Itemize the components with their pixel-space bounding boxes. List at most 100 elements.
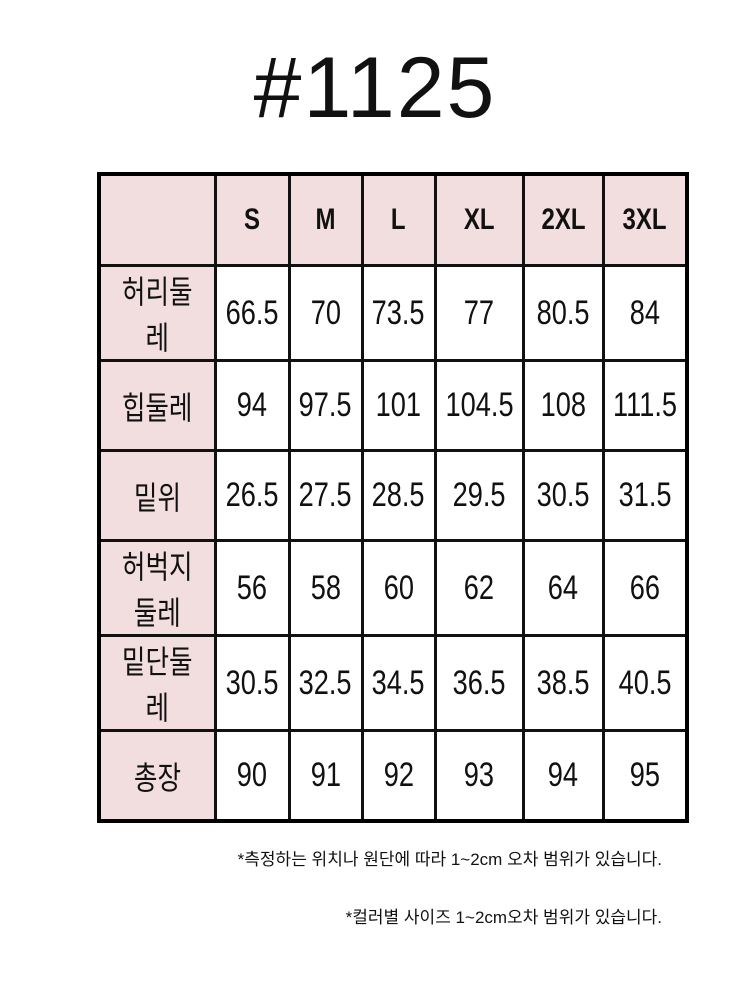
measurement-value-cell: 84: [601, 264, 689, 362]
measurement-value-cell: 56: [213, 539, 291, 637]
measurement-value: 93: [463, 756, 495, 794]
size-label: 3XL: [622, 203, 667, 236]
measurement-value: 40.5: [618, 663, 672, 702]
measurement-value: 32.5: [299, 663, 352, 702]
measurement-value: 26.5: [225, 476, 279, 514]
measurement-value: 104.5: [445, 386, 514, 424]
measurement-value-cell: 111.5: [601, 359, 689, 452]
measurement-value: 95: [629, 756, 660, 794]
measurement-label: 밑위: [97, 449, 217, 542]
measurement-value: 84: [629, 293, 660, 332]
measurement-value: 60: [383, 568, 414, 607]
table-row: 밑위 26.5 27.5 28.5 29.5 30.5 31.5: [97, 449, 689, 542]
table-row: 허벅지둘레 56 58 60 62 64 66: [97, 539, 689, 637]
size-label: S: [243, 203, 260, 236]
measurement-value-cell: 62: [433, 539, 525, 637]
measurement-value: 62: [463, 568, 495, 607]
measurement-value: 36.5: [452, 663, 506, 702]
size-label: 2XL: [541, 203, 586, 236]
measurement-value-cell: 94: [213, 359, 291, 452]
measurement-label: 허리둘레: [97, 264, 217, 362]
measurement-value-cell: 31.5: [601, 449, 689, 542]
measurement-value: 94: [547, 756, 579, 794]
size-label: L: [391, 203, 406, 236]
measurement-value: 27.5: [299, 476, 352, 514]
measurement-value-cell: 101: [360, 359, 437, 452]
measurement-label-text: 허벅지둘레: [121, 549, 193, 631]
table-row: 허리둘레 66.5 70 73.5 77 80.5 84: [97, 264, 689, 362]
measurement-value-cell: 73.5: [360, 264, 437, 362]
measurement-label-text: 힙둘레: [121, 389, 193, 426]
color-variance-note: *컬러별 사이즈 1~2cm오차 범위가 있습니다.: [345, 908, 662, 927]
measurement-value: 108: [540, 386, 586, 424]
measurement-value-cell: 90: [213, 729, 291, 823]
size-header-cell: XL: [433, 172, 525, 267]
table-row: 총장 90 91 92 93 94 95: [97, 729, 689, 823]
size-chart-table: S M L XL 2XL 3XL 허리둘레 66.5 70 73.5 77 80.5 84 힙둘레 94 97…: [97, 172, 689, 823]
measurement-label: 힙둘레: [97, 359, 217, 452]
measurement-value: 64: [547, 568, 579, 607]
measurement-value-cell: 34.5: [360, 634, 437, 732]
measurement-value-cell: 40.5: [601, 634, 689, 732]
product-code-title: #1125: [253, 40, 497, 136]
measurement-value: 70: [310, 293, 341, 332]
measurement-value-cell: 95: [601, 729, 689, 823]
measurement-note: *측정하는 위치나 원단에 따라 1~2cm 오차 범위가 있습니다.: [237, 850, 662, 869]
measurement-value: 91: [310, 756, 341, 794]
measurement-label-text: 허리둘레: [121, 274, 193, 356]
size-header-cell: 3XL: [601, 172, 689, 267]
size-label: M: [315, 203, 336, 236]
size-header-cell: M: [287, 172, 364, 267]
header-corner-cell: [97, 172, 217, 267]
measurement-value: 73.5: [372, 293, 425, 332]
measurement-value: 97.5: [299, 386, 352, 424]
size-header-cell: 2XL: [521, 172, 605, 267]
measurement-value-cell: 66.5: [213, 264, 291, 362]
measurement-value-cell: 93: [433, 729, 525, 823]
measurement-value-cell: 94: [521, 729, 605, 823]
measurement-value: 94: [236, 386, 268, 424]
measurement-value: 111.5: [612, 386, 677, 424]
measurement-value-cell: 38.5: [521, 634, 605, 732]
measurement-value: 58: [310, 568, 341, 607]
measurement-value-cell: 104.5: [433, 359, 525, 452]
measurement-value: 31.5: [618, 476, 672, 514]
measurement-value-cell: 58: [287, 539, 364, 637]
measurement-value-cell: 28.5: [360, 449, 437, 542]
measurement-value-cell: 29.5: [433, 449, 525, 542]
measurement-label-text: 밑위: [133, 479, 181, 516]
measurement-label: 밑단둘레: [97, 634, 217, 732]
size-header-cell: L: [360, 172, 437, 267]
measurement-value-cell: 26.5: [213, 449, 291, 542]
measurement-value-cell: 70: [287, 264, 364, 362]
measurement-value: 77: [463, 293, 495, 332]
measurement-value-cell: 64: [521, 539, 605, 637]
measurement-value: 80.5: [536, 293, 590, 332]
measurement-value: 56: [236, 568, 268, 607]
size-header-cell: S: [213, 172, 291, 267]
measurement-value: 34.5: [372, 663, 425, 702]
measurement-value: 92: [383, 756, 414, 794]
measurement-value: 30.5: [536, 476, 590, 514]
measurement-value-cell: 97.5: [287, 359, 364, 452]
measurement-value-cell: 80.5: [521, 264, 605, 362]
measurement-value-cell: 27.5: [287, 449, 364, 542]
measurement-value: 28.5: [372, 476, 425, 514]
measurement-value: 30.5: [225, 663, 279, 702]
measurement-value-cell: 77: [433, 264, 525, 362]
size-label: XL: [463, 203, 495, 236]
measurement-value: 66.5: [225, 293, 279, 332]
measurement-label-text: 밑단둘레: [121, 644, 193, 726]
measurement-value-cell: 108: [521, 359, 605, 452]
measurement-value: 101: [375, 386, 422, 424]
measurement-value: 38.5: [536, 663, 590, 702]
measurement-value: 66: [629, 568, 660, 607]
table-row: 밑단둘레 30.5 32.5 34.5 36.5 38.5 40.5: [97, 634, 689, 732]
measurement-value-cell: 30.5: [213, 634, 291, 732]
measurement-value-cell: 36.5: [433, 634, 525, 732]
measurement-value: 90: [236, 756, 268, 794]
header-row: S M L XL 2XL 3XL: [97, 172, 689, 267]
measurement-value-cell: 92: [360, 729, 437, 823]
measurement-value-cell: 91: [287, 729, 364, 823]
measurement-value-cell: 60: [360, 539, 437, 637]
